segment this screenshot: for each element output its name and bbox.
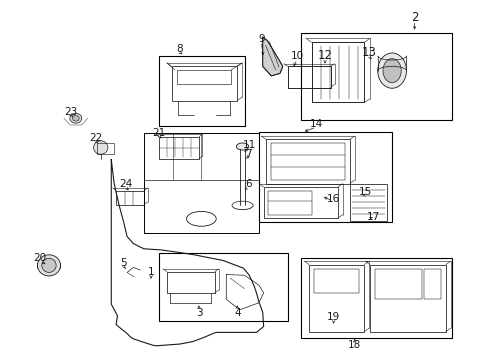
Text: 23: 23 [64, 107, 78, 117]
Text: 13: 13 [361, 46, 376, 59]
Text: 12: 12 [317, 49, 332, 62]
Ellipse shape [377, 53, 406, 88]
Bar [258, 132, 391, 222]
Ellipse shape [382, 59, 400, 83]
Text: 5: 5 [120, 258, 127, 268]
Text: 24: 24 [119, 179, 132, 189]
Bar [116, 190, 143, 205]
Bar [270, 143, 345, 180]
Bar [268, 190, 311, 215]
Ellipse shape [93, 141, 108, 154]
Bar [287, 66, 330, 87]
Bar [143, 134, 258, 233]
Bar [159, 253, 287, 321]
Text: 14: 14 [309, 118, 323, 129]
Bar [369, 265, 445, 332]
Bar [374, 269, 421, 299]
Text: 21: 21 [152, 129, 165, 139]
Bar [159, 56, 244, 126]
Bar [301, 258, 451, 338]
Polygon shape [262, 37, 282, 76]
Bar [313, 269, 358, 293]
Bar [424, 269, 440, 299]
Text: 6: 6 [244, 179, 251, 189]
Text: 4: 4 [234, 308, 240, 318]
Text: 10: 10 [290, 51, 303, 61]
Text: 20: 20 [33, 253, 46, 263]
Text: 19: 19 [326, 312, 340, 322]
Text: 16: 16 [326, 194, 339, 204]
Text: 15: 15 [358, 186, 371, 197]
Bar [263, 187, 337, 218]
Bar [308, 265, 364, 332]
Ellipse shape [70, 113, 81, 123]
Bar [265, 139, 349, 184]
Bar [177, 70, 231, 84]
Text: 1: 1 [147, 267, 154, 277]
Bar [301, 32, 451, 120]
Bar [311, 42, 364, 102]
Bar [171, 66, 237, 101]
Text: 3: 3 [195, 308, 202, 318]
Text: 9: 9 [258, 34, 264, 44]
Text: 7: 7 [244, 149, 251, 158]
Ellipse shape [38, 255, 61, 276]
Text: 11: 11 [242, 140, 255, 150]
Text: 17: 17 [366, 212, 380, 222]
Bar [349, 184, 386, 221]
Ellipse shape [236, 143, 248, 150]
Ellipse shape [41, 258, 56, 273]
Text: 18: 18 [347, 340, 361, 350]
Bar [97, 143, 114, 153]
Bar [159, 137, 199, 159]
Bar [166, 272, 214, 293]
Text: 8: 8 [176, 45, 183, 54]
Text: 22: 22 [89, 133, 102, 143]
Text: 2: 2 [410, 10, 418, 23]
Ellipse shape [72, 116, 79, 121]
